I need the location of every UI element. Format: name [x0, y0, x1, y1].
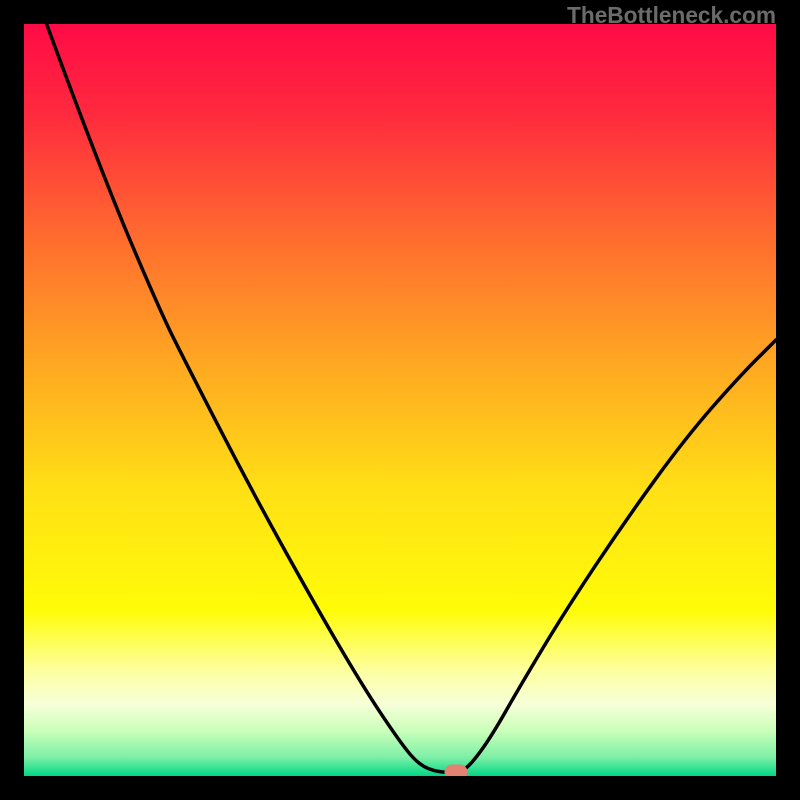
chart-container: TheBottleneck.com	[0, 0, 800, 800]
plot-area	[24, 24, 776, 776]
curve-layer	[24, 24, 776, 776]
optimum-marker	[445, 765, 467, 779]
bottleneck-curve	[47, 24, 776, 772]
watermark-text: TheBottleneck.com	[567, 2, 776, 29]
